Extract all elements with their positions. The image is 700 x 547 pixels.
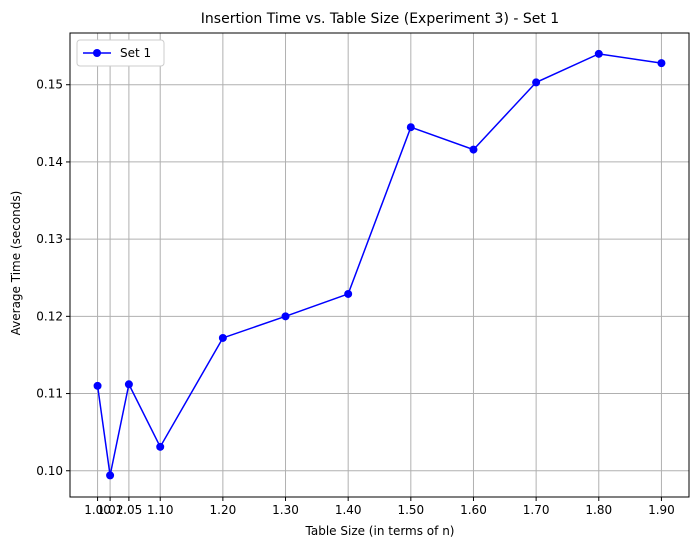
- ticks: 1.001.021.05 1.10 1.20 1.30 1.40 1.50 1.60 1.70…: [36, 78, 675, 517]
- data-point: [106, 471, 115, 480]
- grid: [70, 33, 689, 497]
- x-tick-label: 1.70: [523, 503, 550, 517]
- data-point: [124, 380, 133, 389]
- y-tick-label: 0.13: [36, 232, 63, 246]
- legend-box: [76, 39, 165, 67]
- data-point: [218, 333, 227, 342]
- x-tick-label: 1.00: [84, 503, 111, 517]
- x-tick-label: 1.40: [335, 503, 362, 517]
- legend: Set 1: [76, 39, 165, 67]
- data-point: [406, 123, 415, 132]
- x-tick-label: 1.02: [97, 503, 124, 517]
- data-point: [594, 49, 603, 58]
- legend-marker: [93, 49, 101, 57]
- y-tick-label: 0.12: [36, 309, 63, 323]
- data-point: [156, 442, 165, 451]
- x-axis-label: Table Size (in terms of n): [305, 524, 455, 538]
- x-tick-label: 1.50: [397, 503, 424, 517]
- data-point: [344, 289, 353, 298]
- y-tick-label: 0.14: [36, 155, 63, 169]
- data-point: [532, 78, 541, 87]
- x-tick-label: 1.60: [460, 503, 487, 517]
- x-tick-label: 1.20: [210, 503, 237, 517]
- x-tick-label: 1.90: [648, 503, 675, 517]
- data-point: [469, 145, 478, 154]
- x-tick-label: 1.80: [585, 503, 612, 517]
- x-tick-label: 1.30: [272, 503, 299, 517]
- data-point: [657, 59, 666, 68]
- y-tick-label: 0.10: [36, 464, 63, 478]
- x-tick-label: 1.05: [116, 503, 143, 517]
- data-point: [93, 381, 102, 390]
- data-point: [281, 312, 290, 321]
- x-tick-label: 1.10: [147, 503, 174, 517]
- y-tick-label: 0.11: [36, 387, 63, 401]
- legend-label: Set 1: [120, 46, 151, 60]
- y-axis-label: Average Time (seconds): [9, 191, 23, 336]
- chart-title: Insertion Time vs. Table Size (Experimen…: [201, 11, 559, 27]
- axes: [69, 32, 690, 498]
- series-line: [96, 53, 662, 476]
- series-layer: [93, 49, 666, 480]
- plot-frame: [69, 32, 690, 498]
- y-tick-label: 0.15: [36, 78, 63, 92]
